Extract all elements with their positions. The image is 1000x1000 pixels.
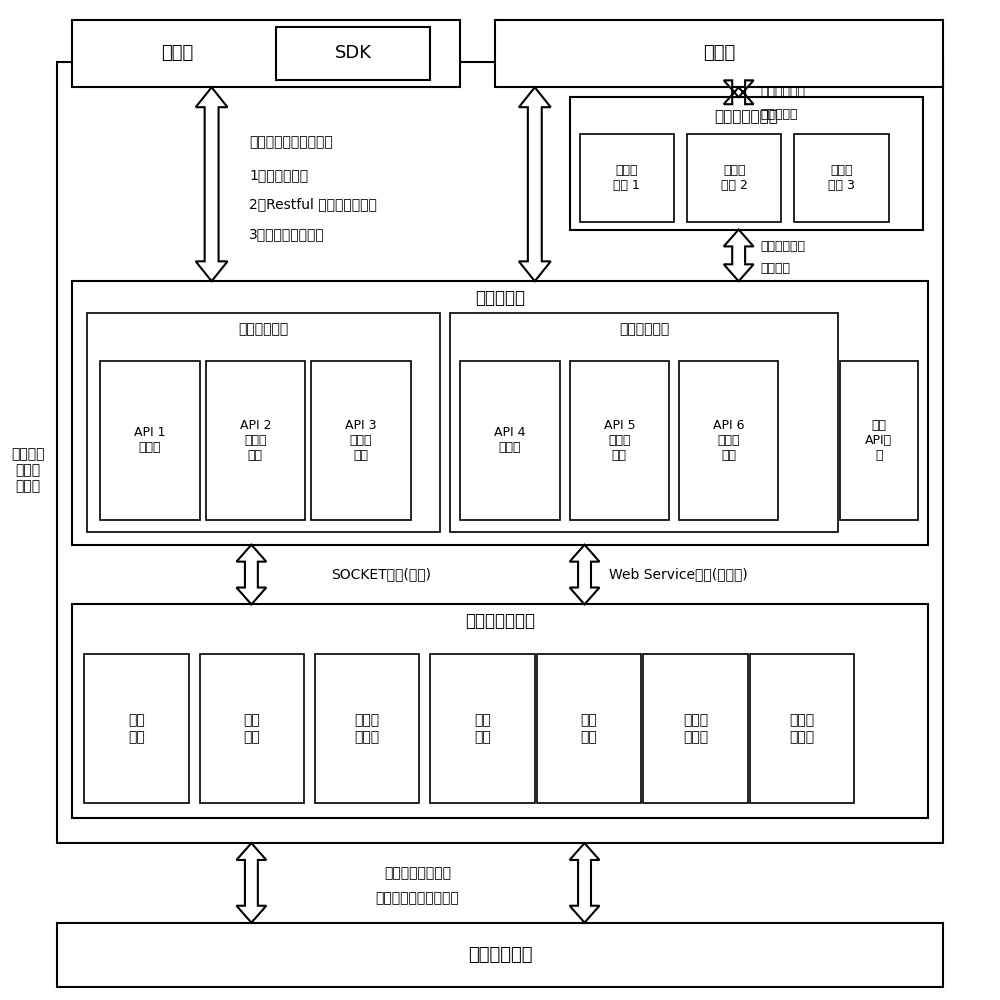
Bar xyxy=(87,313,440,532)
Text: 定制化
插件 3: 定制化 插件 3 xyxy=(828,164,855,192)
Text: 能力封装处理层: 能力封装处理层 xyxy=(465,612,535,630)
Text: 组合能力开放: 组合能力开放 xyxy=(619,322,669,336)
Text: 原子能力开放: 原子能力开放 xyxy=(239,322,289,336)
Polygon shape xyxy=(236,545,266,604)
Bar xyxy=(72,281,928,545)
Text: API 5
协议消
息级: API 5 协议消 息级 xyxy=(604,419,635,462)
Text: 用户数
据能力: 用户数 据能力 xyxy=(355,714,380,744)
Bar xyxy=(570,361,669,520)
Bar xyxy=(311,361,411,520)
Bar xyxy=(315,654,419,803)
Text: 南向能力调用接口: 南向能力调用接口 xyxy=(384,866,451,880)
Polygon shape xyxy=(724,230,754,281)
Bar xyxy=(750,654,854,803)
Bar xyxy=(206,361,305,520)
Bar xyxy=(430,654,535,803)
Bar xyxy=(57,923,943,987)
Text: 定制化插件平台: 定制化插件平台 xyxy=(714,110,778,125)
Bar xyxy=(537,654,641,803)
Text: API 2
协议消
息级: API 2 协议消 息级 xyxy=(240,419,271,462)
Bar xyxy=(200,654,304,803)
Text: 消息
能力: 消息 能力 xyxy=(244,714,260,744)
Text: 基础通信网络: 基础通信网络 xyxy=(468,946,532,964)
Polygon shape xyxy=(724,80,754,104)
Bar xyxy=(794,134,889,222)
Text: 北向定制化能: 北向定制化能 xyxy=(761,86,806,99)
Bar xyxy=(72,20,460,87)
Text: API 1
函数级: API 1 函数级 xyxy=(134,426,166,454)
Polygon shape xyxy=(570,843,599,923)
Bar xyxy=(840,361,918,520)
Text: 认证
能力: 认证 能力 xyxy=(581,714,597,744)
Text: Web Service接口(非实时): Web Service接口(非实时) xyxy=(609,568,748,582)
Text: 会议
能力: 会议 能力 xyxy=(474,714,491,744)
Polygon shape xyxy=(570,545,599,604)
Text: 3、开发环境级接口: 3、开发环境级接口 xyxy=(249,227,325,241)
Text: API 6
开发环
境级: API 6 开发环 境级 xyxy=(713,419,744,462)
Text: 北向标准能力: 北向标准能力 xyxy=(761,240,806,253)
Text: 流量控
制能力: 流量控 制能力 xyxy=(683,714,708,744)
Bar xyxy=(72,604,928,818)
Bar xyxy=(100,361,200,520)
Polygon shape xyxy=(196,87,228,281)
Text: 话音
能力: 话音 能力 xyxy=(128,714,145,744)
Bar xyxy=(643,654,748,803)
Polygon shape xyxy=(519,87,551,281)
Bar xyxy=(580,134,674,222)
Text: 协议适
配处理: 协议适 配处理 xyxy=(789,714,814,744)
Polygon shape xyxy=(236,843,266,923)
Text: 力开放接口: 力开放接口 xyxy=(761,108,798,121)
Bar xyxy=(679,361,778,520)
Bar xyxy=(450,313,838,532)
Bar xyxy=(495,20,943,87)
Text: SDK: SDK xyxy=(335,44,372,62)
Text: 通信网络
能力开
放系统: 通信网络 能力开 放系统 xyxy=(11,447,44,493)
Text: 能力开放层: 能力开放层 xyxy=(475,289,525,307)
Bar xyxy=(57,62,943,843)
Bar xyxy=(84,654,189,803)
Bar xyxy=(276,27,430,80)
Text: 应用者: 应用者 xyxy=(703,44,735,62)
Text: 开发者: 开发者 xyxy=(161,44,193,62)
Text: API 4
函数级: API 4 函数级 xyxy=(494,426,526,454)
Text: 2、Restful 协议消息级接口: 2、Restful 协议消息级接口 xyxy=(249,198,377,212)
Text: 开放
API管
理: 开放 API管 理 xyxy=(865,419,892,462)
Text: 北向标准能力开放接口: 北向标准能力开放接口 xyxy=(249,135,333,149)
Bar xyxy=(570,97,923,230)
Text: API 3
开发环
境级: API 3 开发环 境级 xyxy=(345,419,377,462)
Text: 1、函数级接口: 1、函数级接口 xyxy=(249,168,309,182)
Text: （标准通信协议接口）: （标准通信协议接口） xyxy=(376,891,459,905)
Text: 开放接口: 开放接口 xyxy=(761,262,791,275)
Text: SOCKET接口(实时): SOCKET接口(实时) xyxy=(331,568,431,582)
Bar xyxy=(687,134,781,222)
Text: 定制化
插件 2: 定制化 插件 2 xyxy=(721,164,748,192)
Bar xyxy=(460,361,560,520)
Text: 定制化
插件 1: 定制化 插件 1 xyxy=(613,164,640,192)
